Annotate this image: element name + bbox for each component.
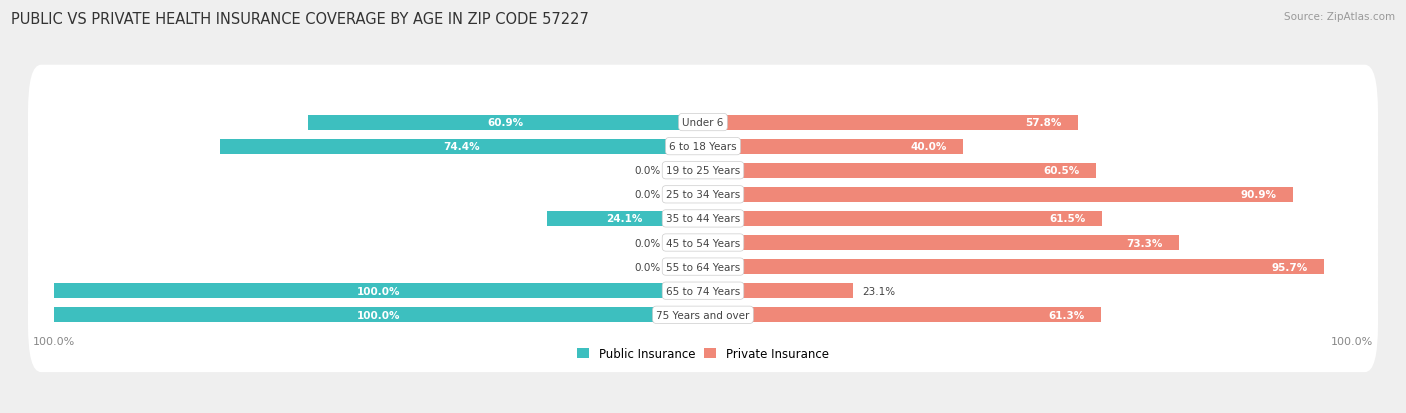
Text: 60.9%: 60.9% — [488, 118, 523, 128]
FancyBboxPatch shape — [28, 114, 1378, 228]
Bar — [671, 188, 703, 202]
Text: 6 to 18 Years: 6 to 18 Years — [669, 142, 737, 152]
Bar — [671, 259, 703, 274]
Text: 100.0%: 100.0% — [357, 310, 401, 320]
FancyBboxPatch shape — [28, 138, 1378, 252]
Text: 90.9%: 90.9% — [1240, 190, 1277, 200]
Text: 73.3%: 73.3% — [1126, 238, 1163, 248]
Text: 45 to 54 Years: 45 to 54 Years — [666, 238, 740, 248]
Text: 60.5%: 60.5% — [1043, 166, 1080, 176]
Text: 19 to 25 Years: 19 to 25 Years — [666, 166, 740, 176]
FancyBboxPatch shape — [28, 90, 1378, 204]
Bar — [53, 284, 703, 299]
Text: 0.0%: 0.0% — [634, 238, 661, 248]
Text: 0.0%: 0.0% — [634, 190, 661, 200]
Text: 61.3%: 61.3% — [1049, 310, 1084, 320]
FancyBboxPatch shape — [28, 66, 1378, 180]
Text: 40.0%: 40.0% — [910, 142, 946, 152]
Bar — [703, 188, 1294, 202]
Text: Under 6: Under 6 — [682, 118, 724, 128]
FancyBboxPatch shape — [28, 186, 1378, 300]
Bar — [671, 164, 703, 178]
Bar — [547, 211, 703, 226]
FancyBboxPatch shape — [28, 234, 1378, 348]
Bar — [671, 235, 703, 250]
Text: 24.1%: 24.1% — [606, 214, 643, 224]
Bar — [703, 284, 853, 299]
Text: 25 to 34 Years: 25 to 34 Years — [666, 190, 740, 200]
Bar — [221, 139, 703, 154]
Text: 0.0%: 0.0% — [634, 166, 661, 176]
Bar — [703, 259, 1324, 274]
Text: Source: ZipAtlas.com: Source: ZipAtlas.com — [1284, 12, 1395, 22]
Text: 75 Years and over: 75 Years and over — [657, 310, 749, 320]
Text: 0.0%: 0.0% — [634, 262, 661, 272]
Bar — [308, 115, 703, 130]
Text: 74.4%: 74.4% — [443, 142, 479, 152]
FancyBboxPatch shape — [28, 210, 1378, 324]
Bar — [53, 308, 703, 323]
Text: 61.5%: 61.5% — [1050, 214, 1085, 224]
Bar — [703, 115, 1078, 130]
Bar — [703, 139, 963, 154]
Text: 95.7%: 95.7% — [1271, 262, 1308, 272]
Bar — [703, 235, 1178, 250]
Text: 65 to 74 Years: 65 to 74 Years — [666, 286, 740, 296]
Bar — [703, 308, 1101, 323]
FancyBboxPatch shape — [28, 162, 1378, 276]
Text: 23.1%: 23.1% — [863, 286, 896, 296]
Text: 57.8%: 57.8% — [1025, 118, 1062, 128]
Text: 55 to 64 Years: 55 to 64 Years — [666, 262, 740, 272]
FancyBboxPatch shape — [28, 258, 1378, 372]
Text: 35 to 44 Years: 35 to 44 Years — [666, 214, 740, 224]
Text: 100.0%: 100.0% — [357, 286, 401, 296]
Bar — [703, 211, 1102, 226]
Bar — [703, 164, 1095, 178]
Legend: Public Insurance, Private Insurance: Public Insurance, Private Insurance — [572, 342, 834, 365]
Text: PUBLIC VS PRIVATE HEALTH INSURANCE COVERAGE BY AGE IN ZIP CODE 57227: PUBLIC VS PRIVATE HEALTH INSURANCE COVER… — [11, 12, 589, 27]
